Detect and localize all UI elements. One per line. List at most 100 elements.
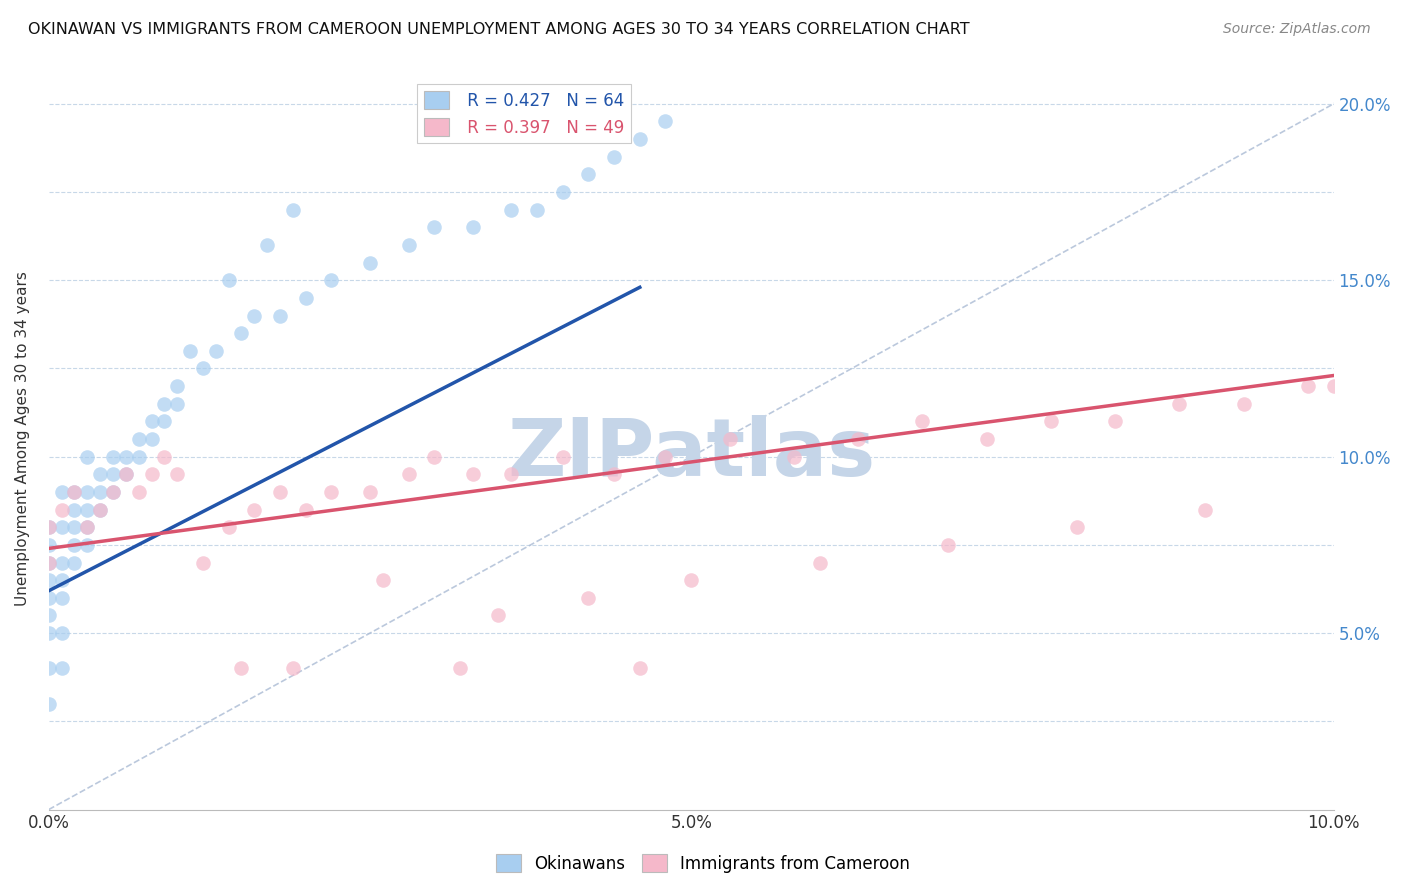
Point [179, 343, 201, 358]
Point [654, 114, 676, 128]
Point [976, 432, 998, 446]
Point [681, 573, 703, 587]
Text: Source: ZipAtlas.com: Source: ZipAtlas.com [1223, 22, 1371, 37]
Point [501, 467, 523, 482]
Point [76, 520, 98, 534]
Point [281, 202, 304, 217]
Point [461, 467, 484, 482]
Point [449, 661, 471, 675]
Point [141, 432, 163, 446]
Point [76, 520, 98, 534]
Point [576, 167, 599, 181]
Point [38, 697, 60, 711]
Point [551, 185, 574, 199]
Point [63, 485, 86, 500]
Point [371, 573, 394, 587]
Point [51, 520, 73, 534]
Point [51, 591, 73, 605]
Point [269, 309, 291, 323]
Point [243, 309, 266, 323]
Point [153, 414, 176, 428]
Point [359, 485, 381, 500]
Point [321, 485, 343, 500]
Point [38, 608, 60, 623]
Point [846, 432, 869, 446]
Point [128, 450, 150, 464]
Point [628, 661, 651, 675]
Point [51, 485, 73, 500]
Point [576, 591, 599, 605]
Point [115, 450, 138, 464]
Point [359, 255, 381, 269]
Point [51, 573, 73, 587]
Point [141, 467, 163, 482]
Point [936, 538, 959, 552]
Point [63, 502, 86, 516]
Point [231, 326, 253, 341]
Point [51, 626, 73, 640]
Point [38, 591, 60, 605]
Point [628, 132, 651, 146]
Point [166, 379, 188, 393]
Point [1039, 414, 1062, 428]
Point [101, 450, 124, 464]
Point [1104, 414, 1126, 428]
Legend: Okinawans, Immigrants from Cameroon: Okinawans, Immigrants from Cameroon [489, 847, 917, 880]
Point [38, 520, 60, 534]
Point [294, 291, 316, 305]
Point [1233, 397, 1256, 411]
Point [461, 220, 484, 235]
Point [166, 397, 188, 411]
Point [76, 502, 98, 516]
Point [603, 150, 626, 164]
Point [218, 520, 240, 534]
Point [551, 450, 574, 464]
Point [488, 608, 510, 623]
Point [1194, 502, 1216, 516]
Point [63, 520, 86, 534]
Point [398, 467, 420, 482]
Point [294, 502, 316, 516]
Point [153, 450, 176, 464]
Point [128, 432, 150, 446]
Point [63, 538, 86, 552]
Point [256, 238, 278, 252]
Point [911, 414, 934, 428]
Point [63, 485, 86, 500]
Point [89, 502, 111, 516]
Text: OKINAWAN VS IMMIGRANTS FROM CAMEROON UNEMPLOYMENT AMONG AGES 30 TO 34 YEARS CORR: OKINAWAN VS IMMIGRANTS FROM CAMEROON UNE… [28, 22, 970, 37]
Point [166, 467, 188, 482]
Point [51, 556, 73, 570]
Point [204, 343, 226, 358]
Point [38, 556, 60, 570]
Point [141, 414, 163, 428]
Point [191, 361, 214, 376]
Point [1323, 379, 1346, 393]
Point [63, 556, 86, 570]
Point [76, 485, 98, 500]
Point [38, 626, 60, 640]
Point [281, 661, 304, 675]
Point [654, 450, 676, 464]
Point [89, 485, 111, 500]
Point [218, 273, 240, 287]
Point [76, 450, 98, 464]
Point [51, 502, 73, 516]
Point [89, 502, 111, 516]
Point [101, 467, 124, 482]
Point [101, 485, 124, 500]
Point [38, 661, 60, 675]
Point [115, 467, 138, 482]
Point [38, 520, 60, 534]
Legend:  R = 0.427   N = 64,  R = 0.397   N = 49: R = 0.427 N = 64, R = 0.397 N = 49 [418, 84, 631, 144]
Point [38, 556, 60, 570]
Point [38, 573, 60, 587]
Point [1066, 520, 1088, 534]
Point [501, 202, 523, 217]
Point [89, 467, 111, 482]
Point [1296, 379, 1319, 393]
Text: ZIPatlas: ZIPatlas [508, 415, 876, 493]
Point [321, 273, 343, 287]
Point [1168, 397, 1191, 411]
Point [808, 556, 831, 570]
